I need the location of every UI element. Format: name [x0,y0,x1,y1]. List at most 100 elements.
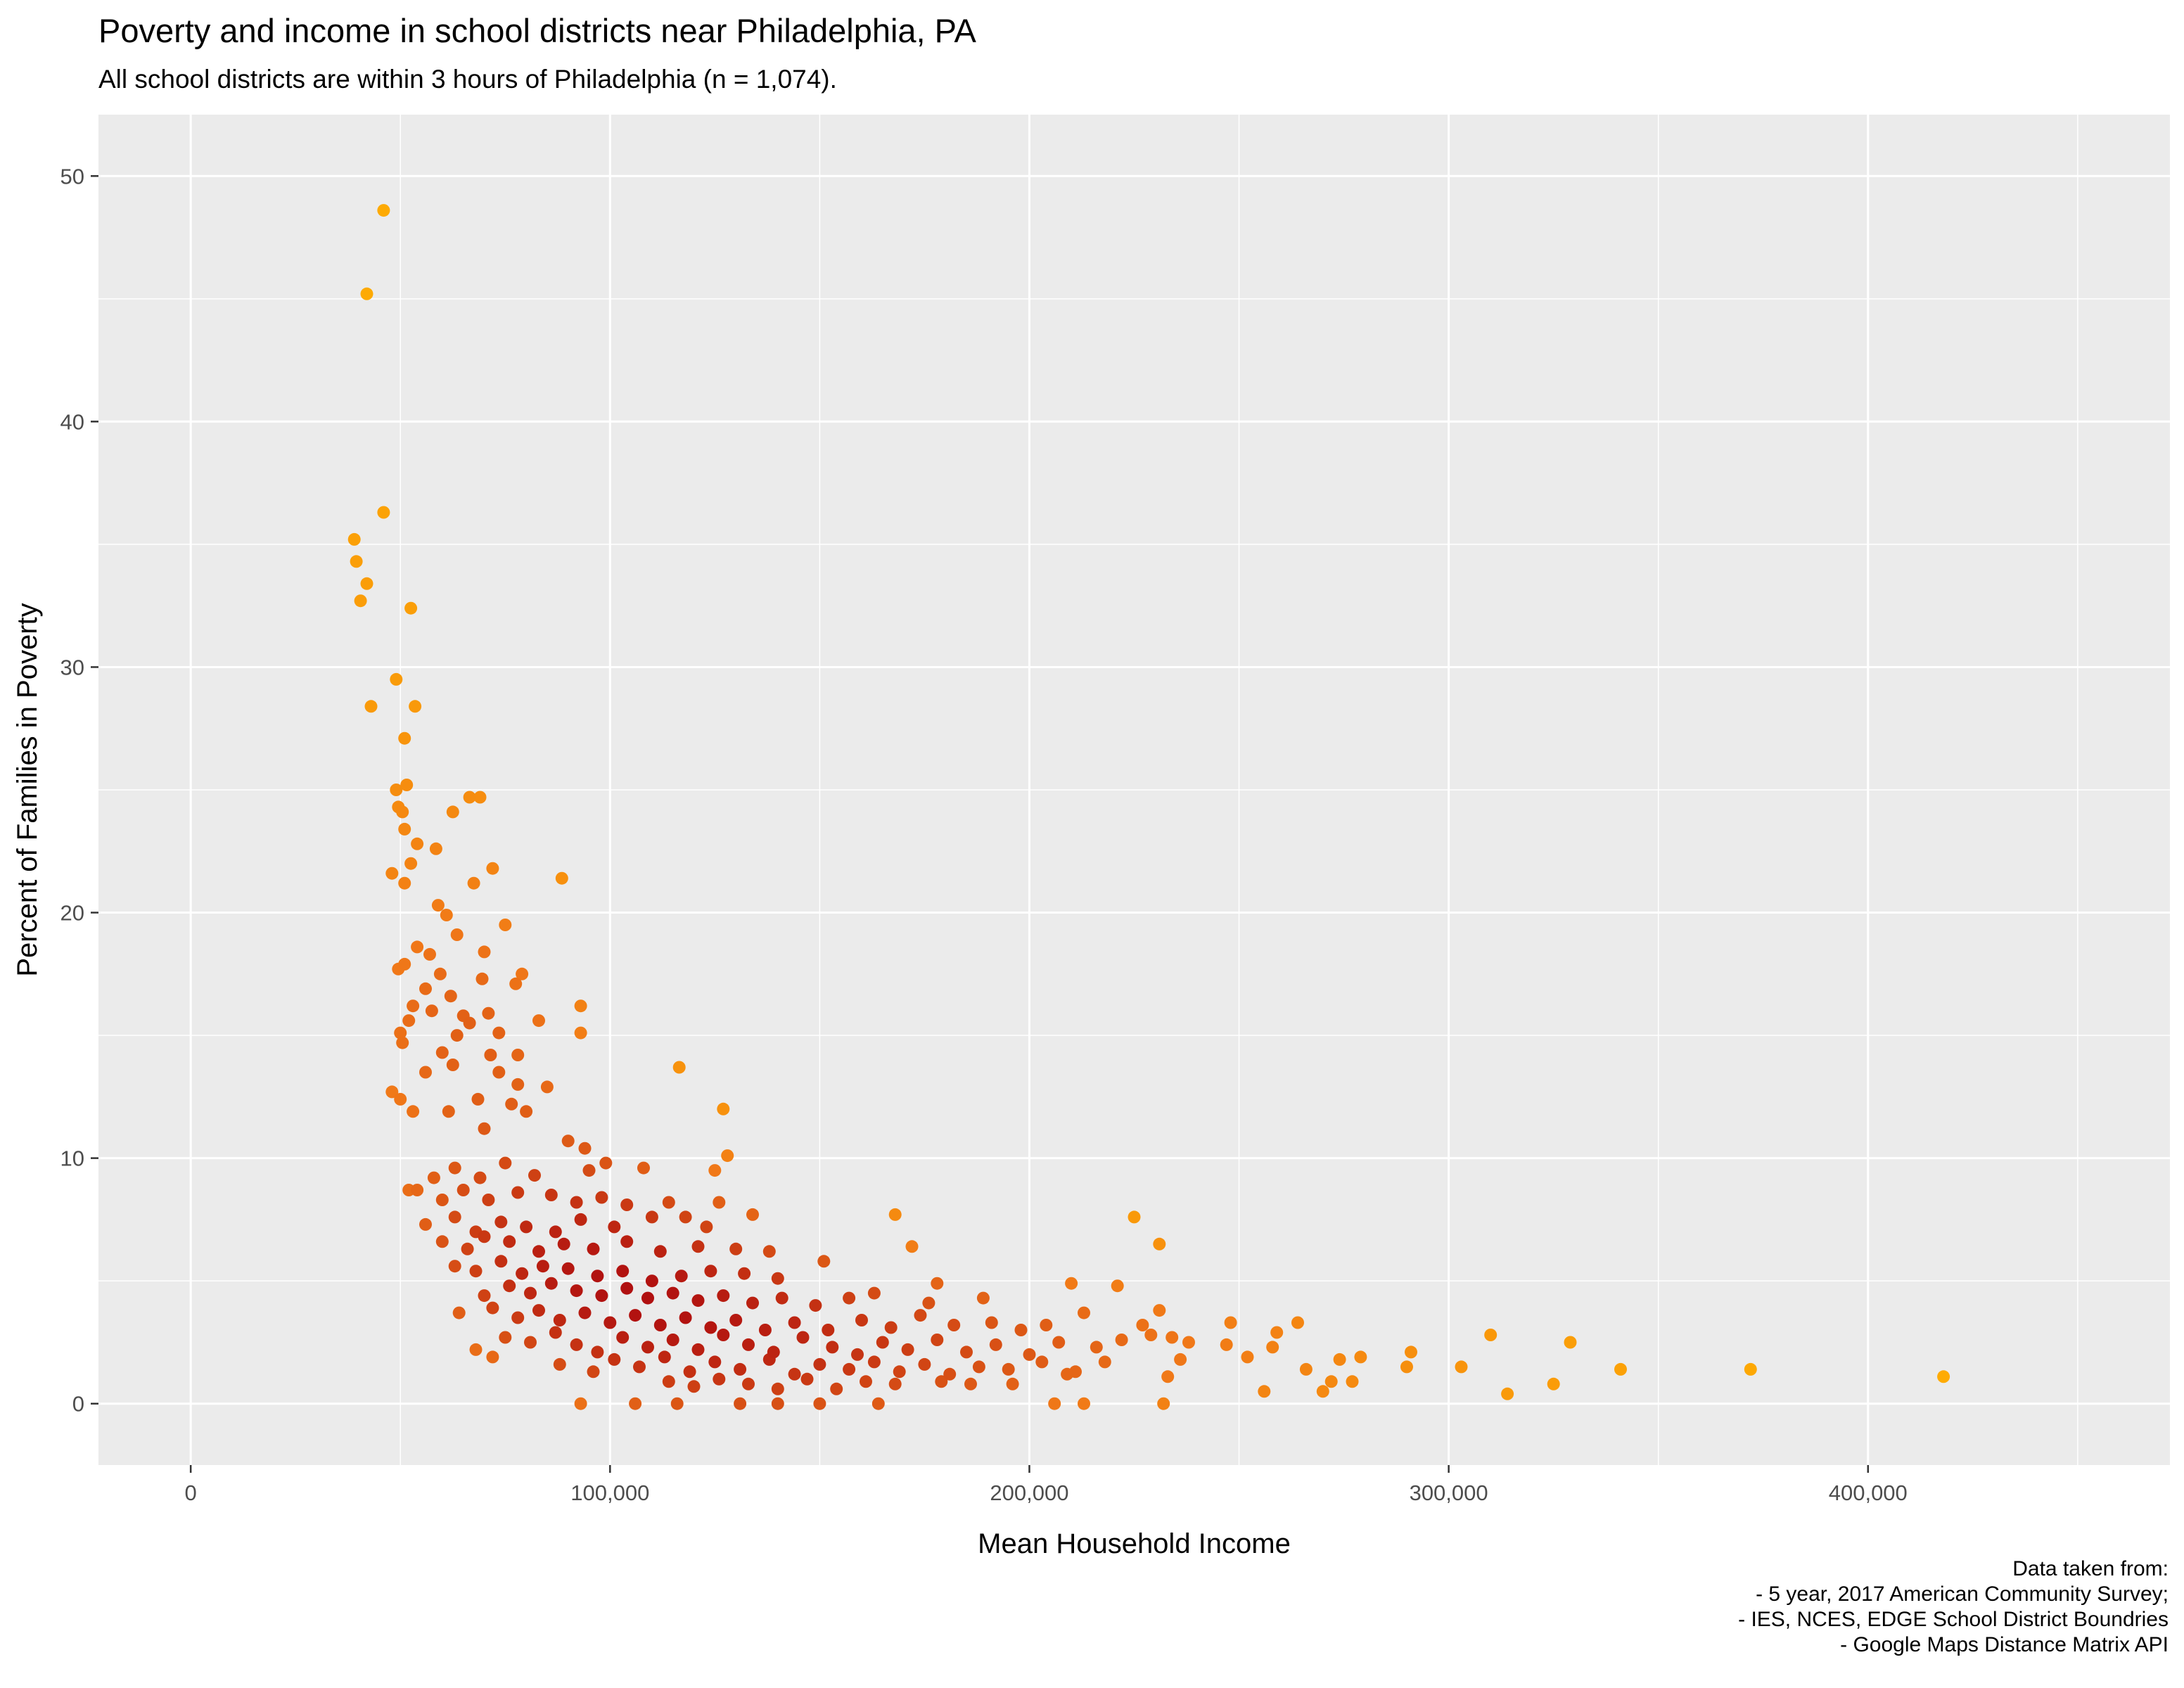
data-point [822,1324,835,1336]
data-point [704,1321,717,1334]
data-point [1014,1324,1028,1336]
data-point [461,1242,474,1255]
data-point [520,1105,533,1118]
data-point [536,1260,549,1273]
data-point [407,1105,420,1118]
data-point [570,1196,583,1209]
data-point [578,1306,592,1319]
data-point [494,1215,508,1229]
data-point [494,1255,508,1268]
data-point [400,779,414,791]
data-point [713,1196,726,1209]
data-point [914,1309,927,1322]
data-point [429,842,442,855]
data-point [555,871,568,885]
data-point [738,1267,751,1280]
data-point [450,1029,464,1042]
data-point [411,837,424,850]
data-point [1153,1304,1166,1317]
data-point [446,805,459,819]
data-point [985,1316,998,1329]
data-point [587,1242,600,1255]
data-point [629,1397,642,1410]
data-point [549,1225,562,1239]
data-point [813,1397,826,1410]
data-point [469,1343,483,1356]
data-point [419,1217,432,1231]
data-point [1065,1277,1078,1290]
data-point [1098,1355,1111,1369]
data-point [404,601,418,615]
data-point [433,967,447,980]
data-point [446,1059,459,1071]
data-point [471,1092,485,1106]
data-point [520,1220,533,1234]
data-point [843,1291,856,1305]
data-point [587,1365,600,1379]
data-point [469,1265,483,1278]
data-point [544,1189,558,1201]
x-tick-label: 0 [185,1481,197,1505]
data-point [574,1397,587,1410]
data-point [658,1350,671,1364]
data-point [893,1365,906,1379]
y-tick-label: 40 [60,409,84,434]
data-point [385,1085,399,1099]
data-point [687,1380,701,1393]
data-point [670,1397,684,1410]
y-tick-label: 10 [60,1146,84,1171]
data-point [540,1080,554,1094]
data-point [390,784,403,796]
data-point [499,1331,512,1344]
data-point [1299,1362,1313,1376]
data-point [1048,1397,1061,1410]
data-point [851,1348,864,1361]
data-point [708,1164,722,1177]
data-point [486,862,499,875]
data-point [1266,1341,1279,1354]
data-point [1405,1345,1417,1359]
data-point [616,1265,630,1278]
data-point [396,805,409,819]
y-tick-label: 20 [60,901,84,926]
data-point [662,1196,675,1209]
y-tick-label: 30 [60,655,84,679]
data-point [484,1049,497,1061]
data-point [595,1289,608,1303]
data-point [524,1286,537,1300]
data-point [964,1377,977,1390]
data-point [1501,1387,1514,1400]
data-point [1354,1350,1367,1364]
data-point [473,791,487,804]
data-point [817,1255,831,1268]
data-point [1174,1353,1187,1366]
data-point [1224,1316,1237,1329]
data-point [729,1242,743,1255]
data-point [385,867,399,880]
data-point [1023,1348,1036,1361]
data-point [746,1296,759,1310]
data-point [901,1343,914,1356]
data-point [788,1316,801,1329]
data-point [645,1210,658,1224]
data-point [450,928,464,941]
data-point [867,1355,881,1369]
data-point [1157,1397,1170,1410]
x-tick-label: 300,000 [1410,1481,1488,1505]
data-point [713,1372,726,1386]
data-point [935,1375,948,1388]
data-point [478,1289,491,1303]
data-point [679,1311,692,1324]
data-point [691,1294,705,1307]
data-point [473,1171,487,1184]
data-point [809,1299,822,1312]
data-point [499,1156,512,1170]
data-point [1937,1370,1950,1383]
data-point [409,700,422,713]
data-point [888,1377,902,1390]
data-point [620,1198,634,1211]
x-axis-title: Mean Household Income [978,1528,1291,1559]
data-point [860,1375,872,1388]
data-point [700,1220,713,1234]
